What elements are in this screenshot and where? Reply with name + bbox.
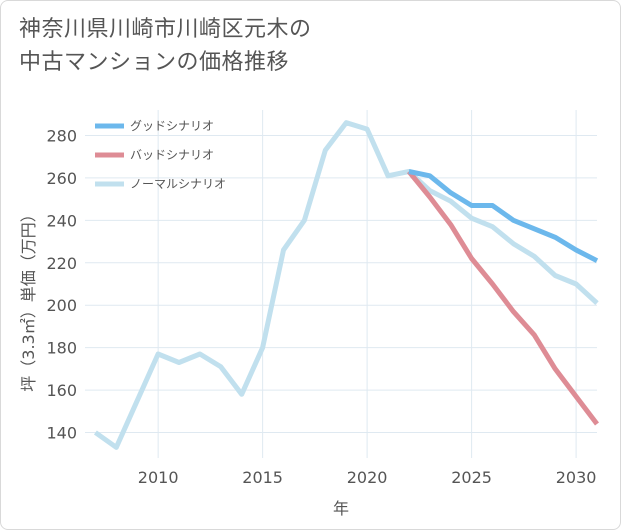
y-tick-label: 160 [46, 381, 77, 400]
y-tick-label: 140 [46, 424, 77, 443]
plot-area [85, 110, 597, 458]
x-tick-label: 2015 [242, 468, 283, 487]
y-tick-label: 180 [46, 339, 77, 358]
y-tick-label: 240 [46, 211, 77, 230]
legend-label-2: ノーマルシナリオ [130, 177, 226, 191]
series-line-0 [408, 169, 599, 263]
series-line-1 [406, 169, 599, 426]
y-axis-title: 坪（3.3㎡）単価（万円） [19, 206, 38, 391]
chart-title-line2: 中古マンションの価格推移 [19, 50, 290, 75]
x-axis-title: 年 [333, 499, 349, 518]
series-line-2 [93, 120, 599, 450]
y-tick-label: 280 [46, 126, 77, 145]
chart-title-line1: 神奈川県川崎市川崎区元木の [19, 17, 312, 42]
legend-label-0: グッドシナリオ [130, 119, 214, 133]
x-tick-label: 2010 [138, 468, 179, 487]
x-tick-label: 2020 [347, 468, 388, 487]
y-tick-label: 220 [46, 254, 77, 273]
chart-title: 神奈川県川崎市川崎区元木の 中古マンションの価格推移 [19, 13, 312, 79]
x-tick-label: 2030 [556, 468, 597, 487]
y-tick-label: 260 [46, 169, 77, 188]
x-tick-label: 2025 [451, 468, 492, 487]
y-tick-label: 200 [46, 296, 77, 315]
legend-label-1: バッドシナリオ [130, 148, 214, 162]
